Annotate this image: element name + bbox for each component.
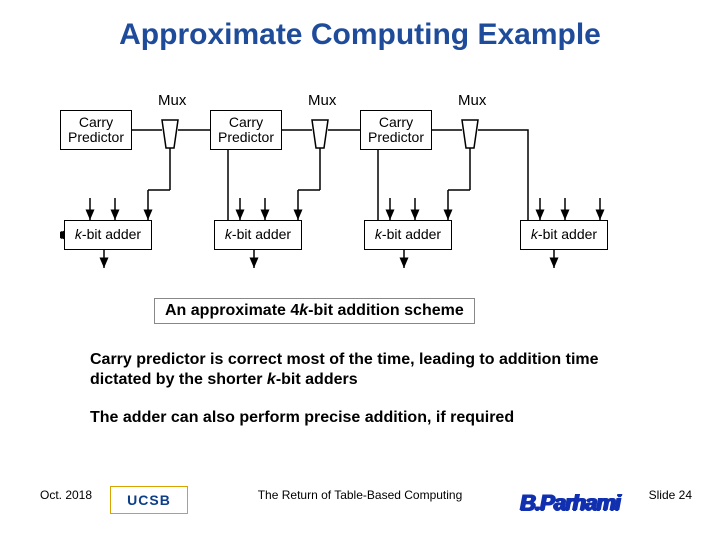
carry-predictor-box: Carry Predictor <box>360 110 432 150</box>
caption-prefix: An approximate 4 <box>165 302 299 319</box>
mux-label: Mux <box>158 92 186 109</box>
adder-label: k-bit adder <box>375 227 441 242</box>
diagram-caption: An approximate 4k-bit addition scheme <box>154 298 475 324</box>
para1-k: k <box>267 371 276 388</box>
caption-suffix: -bit addition scheme <box>308 302 464 319</box>
carry-predictor-line2: Predictor <box>68 130 124 145</box>
ucsb-logo: UCSB <box>110 486 188 514</box>
carry-predictor-box: Carry Predictor <box>210 110 282 150</box>
adder-diagram: Carry Predictor Carry Predictor Carry Pr… <box>60 90 660 270</box>
mux-label: Mux <box>308 92 336 109</box>
kbit-adder-box: k-bit adder <box>214 220 302 250</box>
carry-predictor-line1: Carry <box>229 115 263 130</box>
mux-label: Mux <box>458 92 486 109</box>
carry-predictor-line1: Carry <box>379 115 413 130</box>
kbit-adder-box: k-bit adder <box>364 220 452 250</box>
carry-predictor-line2: Predictor <box>218 130 274 145</box>
caption-k: k <box>299 302 308 319</box>
adder-label: k-bit adder <box>75 227 141 242</box>
kbit-adder-box: k-bit adder <box>520 220 608 250</box>
carry-predictor-box: Carry Predictor <box>60 110 132 150</box>
adder-label: k-bit adder <box>531 227 597 242</box>
footer-slide-number: Slide 24 <box>649 488 692 502</box>
adder-label: k-bit adder <box>225 227 291 242</box>
kbit-adder-box: k-bit adder <box>64 220 152 250</box>
carry-predictor-line2: Predictor <box>368 130 424 145</box>
slide-title: Approximate Computing Example <box>0 18 720 52</box>
carry-predictor-line1: Carry <box>79 115 113 130</box>
author-badge: B.Parhami <box>520 490 620 516</box>
body-para-1: Carry predictor is correct most of the t… <box>90 350 650 390</box>
para1-b: -bit adders <box>276 371 358 388</box>
body-para-2: The adder can also perform precise addit… <box>90 408 650 428</box>
